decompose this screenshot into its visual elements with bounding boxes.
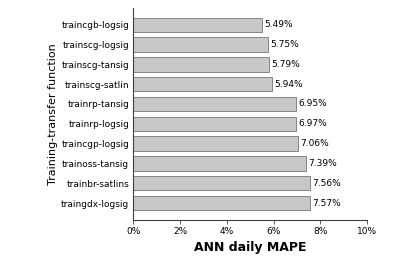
Text: 7.39%: 7.39% (308, 159, 337, 168)
Bar (133, 196, 310, 210)
Bar (133, 176, 310, 190)
Bar (133, 38, 268, 52)
Bar (133, 117, 296, 131)
Text: 7.56%: 7.56% (312, 179, 341, 188)
X-axis label: ANN daily MAPE: ANN daily MAPE (194, 241, 306, 254)
Text: 5.79%: 5.79% (271, 60, 300, 69)
Bar (133, 156, 306, 170)
Bar (133, 97, 296, 111)
Text: 5.75%: 5.75% (270, 40, 299, 49)
Bar (133, 57, 269, 72)
Y-axis label: Training-transfer function: Training-transfer function (48, 43, 58, 185)
Text: 5.49%: 5.49% (264, 20, 293, 29)
Bar (133, 18, 261, 32)
Text: 6.95%: 6.95% (298, 99, 327, 109)
Text: 7.06%: 7.06% (301, 139, 329, 148)
Text: 7.57%: 7.57% (313, 199, 341, 207)
Bar (133, 77, 272, 91)
Text: 6.97%: 6.97% (299, 119, 327, 128)
Text: 5.94%: 5.94% (274, 80, 303, 89)
Bar (133, 136, 298, 151)
